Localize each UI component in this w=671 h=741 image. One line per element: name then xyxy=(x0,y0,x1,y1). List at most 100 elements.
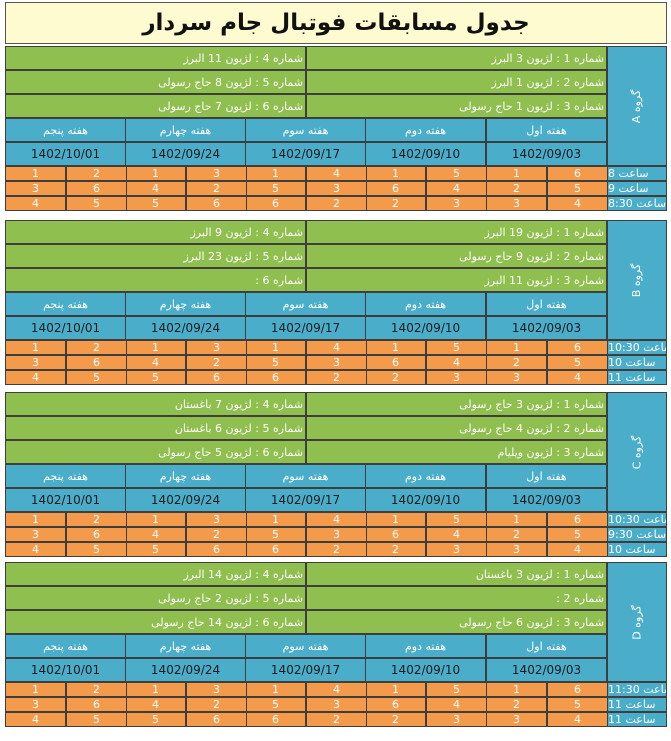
team-number-cell: 4 xyxy=(547,196,608,211)
team-number-cell: 4 xyxy=(426,697,487,712)
team-number-cell: 3 xyxy=(426,196,487,211)
team-cell-left: شماره 6 : لژیون 5 حاج رسولی xyxy=(5,440,306,464)
team-cell-right: شماره 2 : لژیون 9 حاج رسولی xyxy=(306,244,607,268)
team-number-cell: 3 xyxy=(486,370,547,385)
week-header: هفته اول xyxy=(486,464,607,488)
match-time: ساعت 10:30 xyxy=(607,340,667,355)
week-header: هفته دوم xyxy=(365,634,486,658)
team-number-cell: 2 xyxy=(306,196,367,211)
week-header: هفته سوم xyxy=(245,634,366,658)
group-label-cell: گروه C xyxy=(607,392,667,512)
team-cell-left: شماره 6 : لژیون 7 حاج رسولی xyxy=(5,94,306,118)
team-number-cell: 3 xyxy=(306,697,367,712)
team-cell-left: شماره 4 : لژیون 9 البرز xyxy=(5,220,306,244)
week-header: هفته سوم xyxy=(245,118,366,142)
team-number-cell: 3 xyxy=(306,355,367,370)
team-number-cell: 5 xyxy=(125,370,186,385)
team-number-cell: 1 xyxy=(125,340,186,355)
team-number-cell: 6 xyxy=(186,712,247,727)
week-date: 1402/10/01 xyxy=(5,142,126,166)
week-header: هفته اول xyxy=(486,634,607,658)
team-cell-right: شماره 3 : لژیون 1 حاج رسولی xyxy=(306,94,607,118)
match-time: ساعت 10 xyxy=(607,355,667,370)
team-number-cell: 5 xyxy=(547,527,608,542)
week-date: 1402/09/03 xyxy=(486,658,607,682)
team-number-cell: 1 xyxy=(5,166,66,181)
team-number-cell: 4 xyxy=(125,527,186,542)
team-number-cell: 2 xyxy=(486,697,547,712)
week-date: 1402/10/01 xyxy=(5,658,126,682)
team-number-cell: 2 xyxy=(306,712,367,727)
team-number-cell: 2 xyxy=(66,166,127,181)
team-number-cell: 5 xyxy=(125,712,186,727)
team-number-cell: 5 xyxy=(426,512,487,527)
team-cell-left: شماره 5 : لژیون 2 حاج رسولی xyxy=(5,586,306,610)
week-date: 1402/09/03 xyxy=(486,488,607,512)
team-cell-left: شماره 5 : لژیون 23 البرز xyxy=(5,244,306,268)
team-number-cell: 2 xyxy=(306,370,367,385)
group-label: گروه B xyxy=(630,263,644,297)
team-number-cell: 4 xyxy=(547,370,608,385)
team-number-cell: 4 xyxy=(5,542,66,557)
match-time: ساعت 8:30 xyxy=(607,196,667,211)
week-header: هفته چهارم xyxy=(125,292,246,316)
team-cell-right: شماره 1 : لژیون 3 البرز xyxy=(306,46,607,70)
week-header: هفته پنجم xyxy=(5,118,126,142)
team-number-cell: 2 xyxy=(66,682,127,697)
week-header: هفته پنجم xyxy=(5,634,126,658)
team-number-cell: 1 xyxy=(5,340,66,355)
team-number-cell: 6 xyxy=(66,355,127,370)
week-header: هفته اول xyxy=(486,292,607,316)
team-number-cell: 5 xyxy=(66,196,127,211)
team-number-cell: 3 xyxy=(5,527,66,542)
team-number-cell: 4 xyxy=(547,542,608,557)
team-number-cell: 2 xyxy=(486,527,547,542)
week-header: هفته چهارم xyxy=(125,118,246,142)
week-date: 1402/10/01 xyxy=(5,316,126,340)
team-number-cell: 6 xyxy=(186,542,247,557)
team-number-cell: 4 xyxy=(426,355,487,370)
team-cell-left: شماره 4 : لژیون 11 البرز xyxy=(5,46,306,70)
week-header: هفته سوم xyxy=(245,464,366,488)
team-number-cell: 2 xyxy=(486,355,547,370)
team-number-cell: 2 xyxy=(365,370,426,385)
team-number-cell: 5 xyxy=(547,697,608,712)
team-number-cell: 4 xyxy=(547,712,608,727)
team-number-cell: 6 xyxy=(365,697,426,712)
week-date: 1402/10/01 xyxy=(5,488,126,512)
team-number-cell: 5 xyxy=(547,355,608,370)
team-number-cell: 6 xyxy=(365,527,426,542)
match-time: ساعت 11 xyxy=(607,712,667,727)
team-number-cell: 5 xyxy=(66,542,127,557)
team-number-cell: 6 xyxy=(66,697,127,712)
week-header: هفته دوم xyxy=(365,464,486,488)
team-number-cell: 4 xyxy=(125,181,186,196)
week-date: 1402/09/10 xyxy=(365,488,486,512)
team-cell-right: شماره 2 : لژیون 4 حاج رسولی xyxy=(306,416,607,440)
week-date: 1402/09/24 xyxy=(125,316,246,340)
team-number-cell: 1 xyxy=(365,340,426,355)
week-header: هفته چهارم xyxy=(125,634,246,658)
team-number-cell: 1 xyxy=(486,340,547,355)
team-cell-left: شماره 5 : لژیون 8 حاج رسولی xyxy=(5,70,306,94)
page-title: جدول مسابقات فوتبال جام سردار xyxy=(5,2,667,44)
week-header: هفته پنجم xyxy=(5,464,126,488)
week-date: 1402/09/10 xyxy=(365,316,486,340)
team-number-cell: 5 xyxy=(426,340,487,355)
team-number-cell: 3 xyxy=(426,542,487,557)
team-number-cell: 4 xyxy=(306,340,367,355)
team-number-cell: 1 xyxy=(486,166,547,181)
week-date: 1402/09/10 xyxy=(365,142,486,166)
team-number-cell: 6 xyxy=(547,512,608,527)
team-number-cell: 1 xyxy=(365,512,426,527)
group-label: گروه A xyxy=(630,89,644,123)
week-date: 1402/09/17 xyxy=(245,316,366,340)
team-number-cell: 3 xyxy=(186,166,247,181)
team-cell-right: شماره 2 : xyxy=(306,586,607,610)
group-label: گروه D xyxy=(630,604,644,640)
team-number-cell: 3 xyxy=(486,542,547,557)
team-number-cell: 1 xyxy=(365,166,426,181)
team-number-cell: 6 xyxy=(66,527,127,542)
team-number-cell: 5 xyxy=(245,697,306,712)
team-number-cell: 1 xyxy=(245,340,306,355)
